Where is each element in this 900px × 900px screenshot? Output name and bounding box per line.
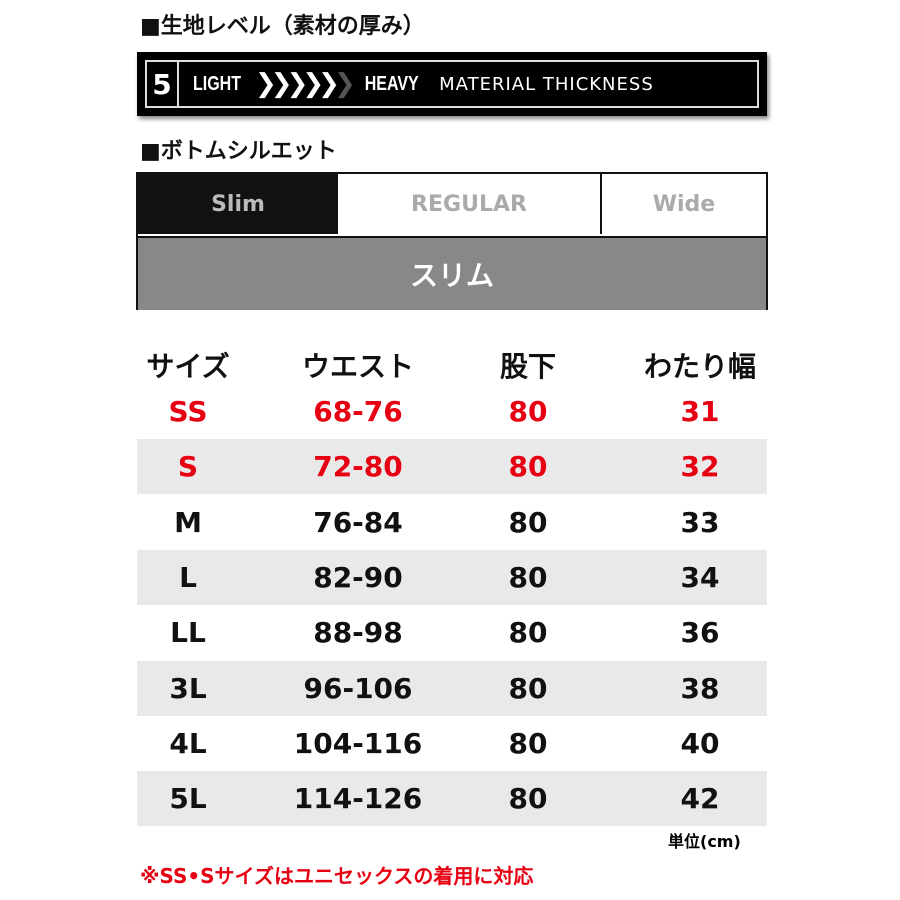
table-cell: 96-106 [303,671,413,705]
table-row: 5L 114-126 80 42 [137,771,767,827]
table-cell: 82-90 [313,560,403,594]
table-cell: 80 [508,671,548,705]
table-row: SS 68-76 80 31 [137,384,767,439]
table-cell: 40 [680,726,720,760]
light-label: LIGHT [193,72,241,95]
table-cell: わたり幅 [643,349,757,383]
table-cell: 80 [508,616,548,650]
table-cell: 80 [508,560,548,594]
thickness-level: 5 [147,62,179,106]
table-cell: 68-76 [313,395,403,428]
table-cell: L [179,560,197,594]
table-header: サイズ ウエスト 股下 わたり幅 [137,337,767,392]
table-cell: 36 [680,616,720,650]
table-cell: 72-80 [313,450,403,484]
table-row: 3L 96-106 80 38 [137,660,767,716]
unit-label: 単位(cm) [668,832,741,851]
table-cell: 33 [680,505,720,539]
table-cell: LL [170,616,206,650]
table-cell: M [174,505,202,539]
silhouette-heading: ■ボトムシルエット [140,139,337,164]
table-cell: 42 [680,782,720,816]
option-wide: Wide [652,191,716,217]
table-cell: 88-98 [313,616,403,650]
material-thickness-bar: 5 LIGHT ❯❯❯❯❯❯ HEAVY MATERIAL THICKNESS [137,52,767,116]
table-cell: 76-84 [313,505,403,539]
table-cell: 80 [508,782,548,816]
table-cell: 104-116 [293,726,423,760]
table-cell: 32 [680,450,720,484]
table-cell: 4L [169,726,207,760]
table-cell: S [177,450,199,484]
table-cell: 80 [508,505,548,539]
table-row: 4L 104-116 80 40 [137,716,767,771]
table-cell: 80 [508,726,548,760]
option-slim: Slim [138,174,338,234]
table-row: S 72-80 80 32 [137,439,767,495]
table-cell: ウエスト [301,349,415,383]
silhouette-selector: Slim REGULAR Wide スリム [136,172,768,310]
chevron-arrows-icon: ❯❯❯❯❯❯ [255,69,356,99]
table-cell: 5L [169,782,207,816]
table-cell: SS [168,395,208,428]
table-row: LL 88-98 80 36 [137,605,767,660]
table-cell: 3L [169,671,207,705]
table-cell: 80 [508,395,548,428]
unisex-note: ※SS•Sサイズはユニセックスの着用に対応 [140,864,534,888]
table-cell: 80 [508,450,548,484]
heavy-label: HEAVY [364,72,419,95]
table-cell: サイズ [146,349,230,383]
table-row: M 76-84 80 33 [137,495,767,550]
table-cell: 31 [680,395,720,428]
table-cell: 股下 [499,349,557,383]
option-regular: REGULAR [338,174,602,234]
material-heading: ■生地レベル（素材の厚み） [140,14,425,39]
table-cell: 114-126 [293,782,423,816]
material-thickness-title: MATERIAL THICKNESS [439,73,654,95]
table-cell: 38 [680,671,720,705]
table-cell: 34 [680,560,720,594]
table-row: L 82-90 80 34 [137,549,767,605]
selected-silhouette: スリム [138,236,766,310]
